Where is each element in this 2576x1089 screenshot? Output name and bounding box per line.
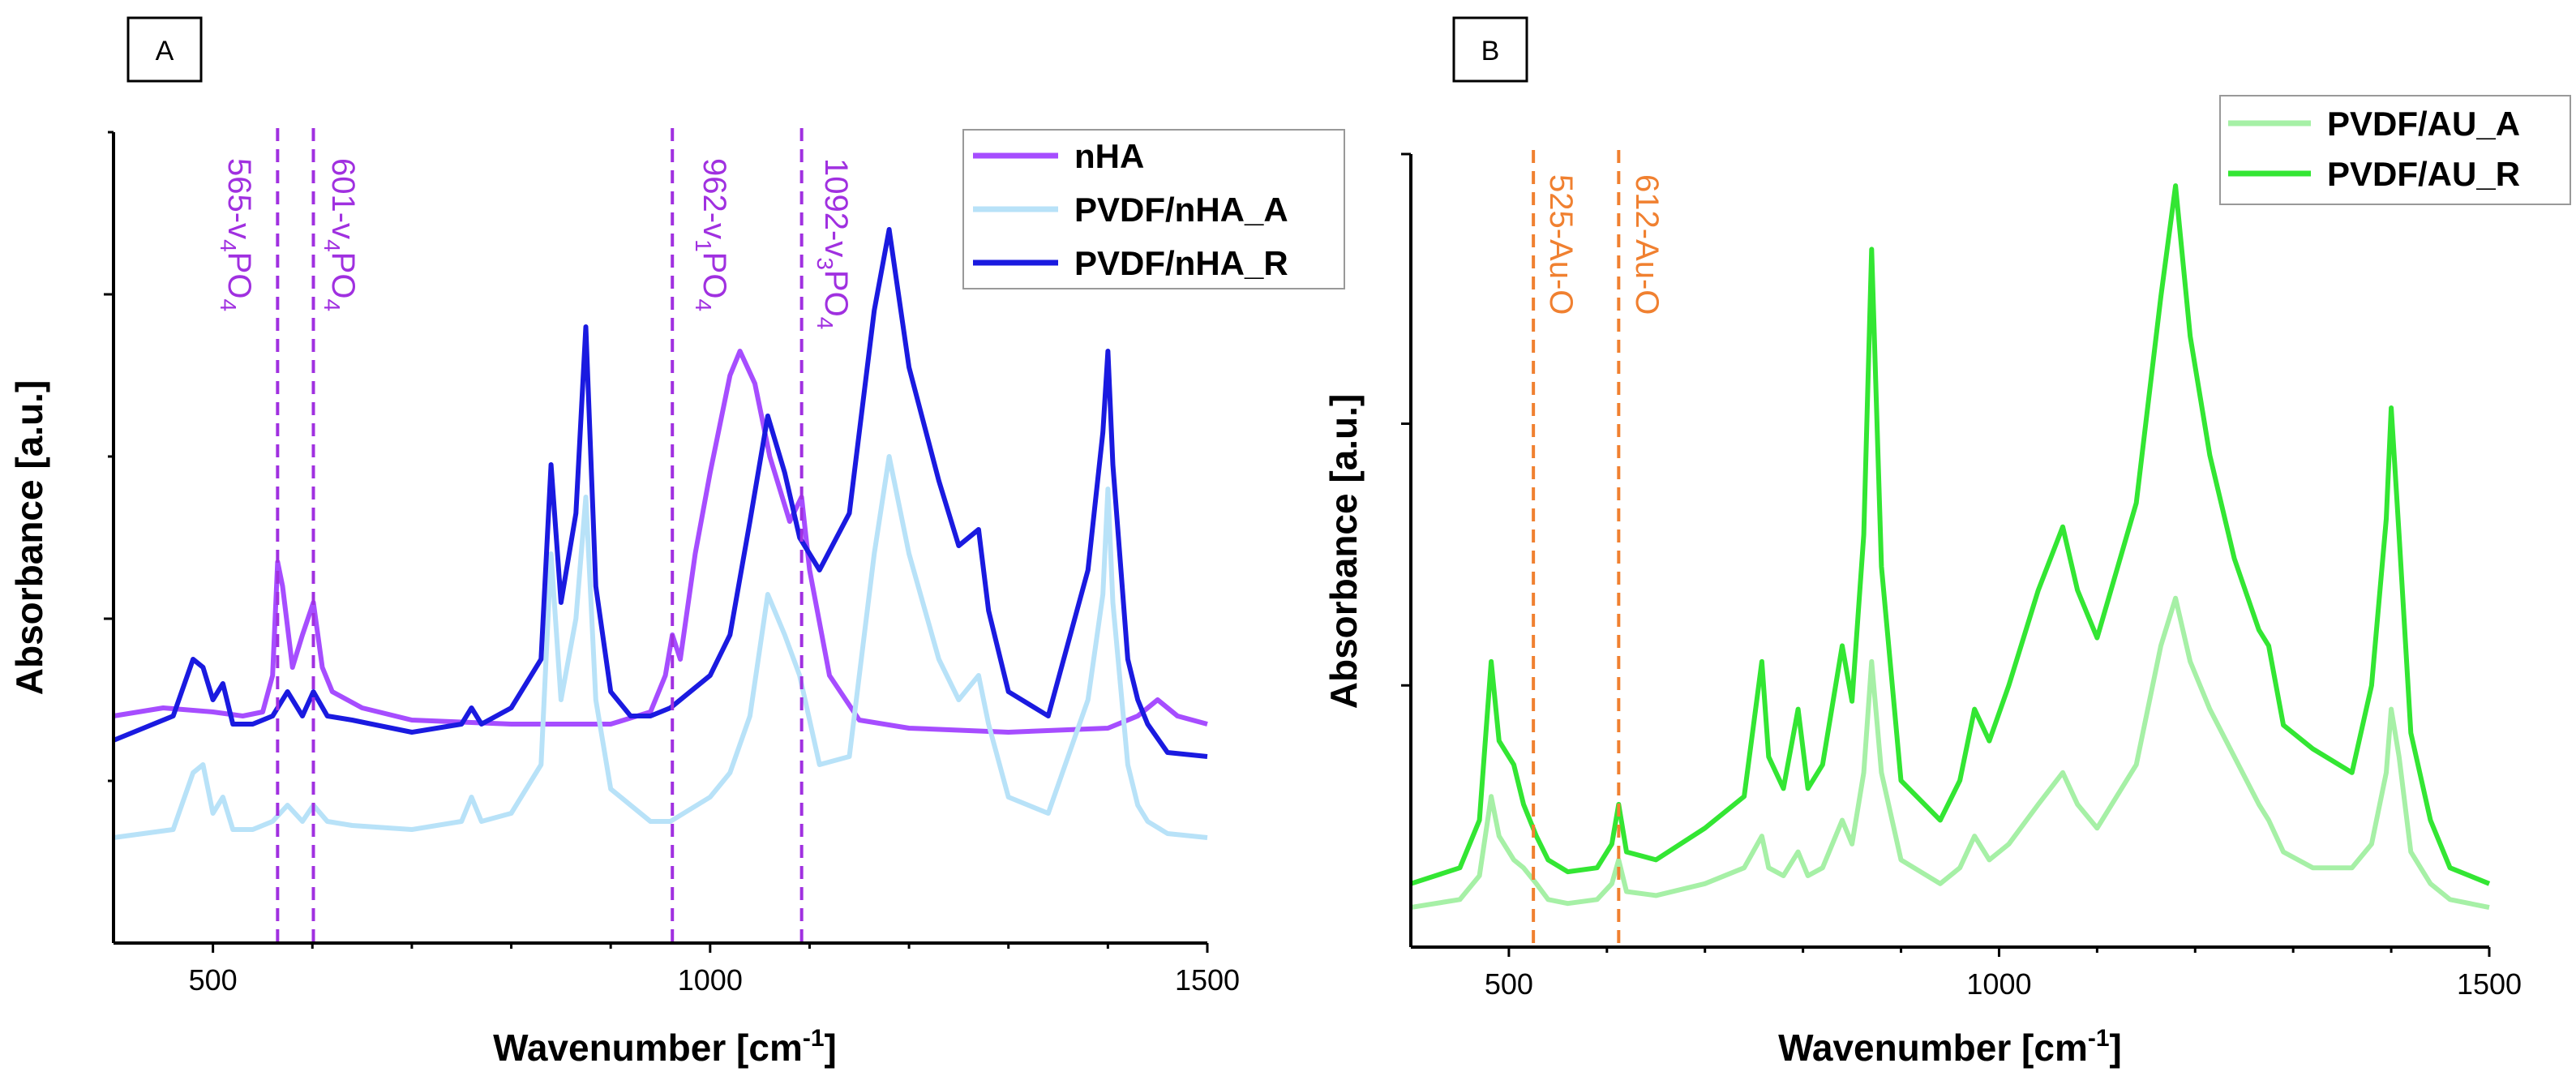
annotation-962-label: 962-v1PO4 [691, 158, 732, 311]
series-line-pvdf-nha-a [113, 454, 1208, 840]
panel-b-plot-area [1410, 150, 2491, 947]
panel-a-x-title-end: ] [825, 1027, 837, 1069]
panel-b-label-box [1452, 16, 1528, 83]
panel-a-label-box [126, 16, 203, 83]
annotation-601-label: 601-v4PO4 [319, 158, 361, 311]
x-tick-label-1000: 1000 [678, 963, 743, 997]
panel-a-label: A [156, 36, 174, 66]
panel-b-x-title-sup: -1 [2088, 1025, 2110, 1052]
x-tick-label-1000: 1000 [1966, 967, 2031, 1001]
panel-a-x-axis-title: Wavenumber [cm-1] [493, 1025, 837, 1069]
panel-b-x-title-end: ] [2110, 1027, 2122, 1069]
annotation-612-label: 612-Au-O [1629, 174, 1665, 315]
series-line-pvdf-au-a [1410, 595, 2490, 911]
panel-b-x-title-main: Wavenumber [cm [1778, 1027, 2088, 1069]
annotation-525-label: 525-Au-O [1543, 174, 1579, 315]
panel-b: B 500 1000 1500 Absorbance [a.u.] Wavenumb… [1322, 16, 2571, 1069]
annotation-1092-label: 1092-v3PO4 [812, 158, 854, 329]
legend-label-pvdf-au-a: PVDF/AU_A [2327, 105, 2520, 143]
legend-label-pvdf-au-r: PVDF/AU_R [2327, 155, 2520, 193]
panel-a-x-title-sup: -1 [803, 1025, 825, 1052]
x-tick-label-500: 500 [1485, 967, 1533, 1001]
panel-a: A 500 1000 1500 Absorbance [a.u.] Wavenumb… [8, 16, 1345, 1069]
series-line-pvdf-nha-r [112, 227, 1208, 759]
panel-b-annotations: 525-Au-O 612-Au-O [1543, 174, 1665, 315]
panel-a-legend: nHA PVDF/nHA_A PVDF/nHA_R [962, 129, 1345, 289]
panel-a-x-title-main: Wavenumber [cm [493, 1027, 803, 1069]
panel-a-y-axis-title: Absorbance [a.u.] [8, 380, 50, 696]
panel-b-legend-box [2219, 95, 2571, 205]
legend-label-pvdf-nha-r: PVDF/nHA_R [1074, 244, 1288, 282]
panel-b-ticks: 500 1000 1500 [1401, 152, 2522, 1001]
annotation-565-label: 565-v4PO4 [216, 158, 257, 311]
x-tick-label-1500: 1500 [1175, 963, 1240, 997]
panel-a-annotations: 565-v4PO4 601-v4PO4 962-v1PO4 1092-v3PO4 [216, 158, 854, 329]
series-line-pvdf-au-r [1410, 183, 2491, 886]
panel-b-legend: PVDF/AU_A PVDF/AU_R [2219, 95, 2571, 205]
x-tick-label-500: 500 [189, 963, 238, 997]
panel-b-x-axis-title: Wavenumber [cm-1] [1778, 1025, 2122, 1069]
panel-a-ticks: 500 1000 1500 [104, 131, 1240, 997]
legend-label-nha: nHA [1074, 137, 1144, 175]
panel-b-label: B [1481, 36, 1500, 66]
legend-label-pvdf-nha-a: PVDF/nHA_A [1074, 191, 1288, 229]
panel-a-plot-area [112, 128, 1208, 943]
panel-b-y-axis-title: Absorbance [a.u.] [1322, 394, 1365, 710]
x-tick-label-1500: 1500 [2457, 967, 2522, 1001]
